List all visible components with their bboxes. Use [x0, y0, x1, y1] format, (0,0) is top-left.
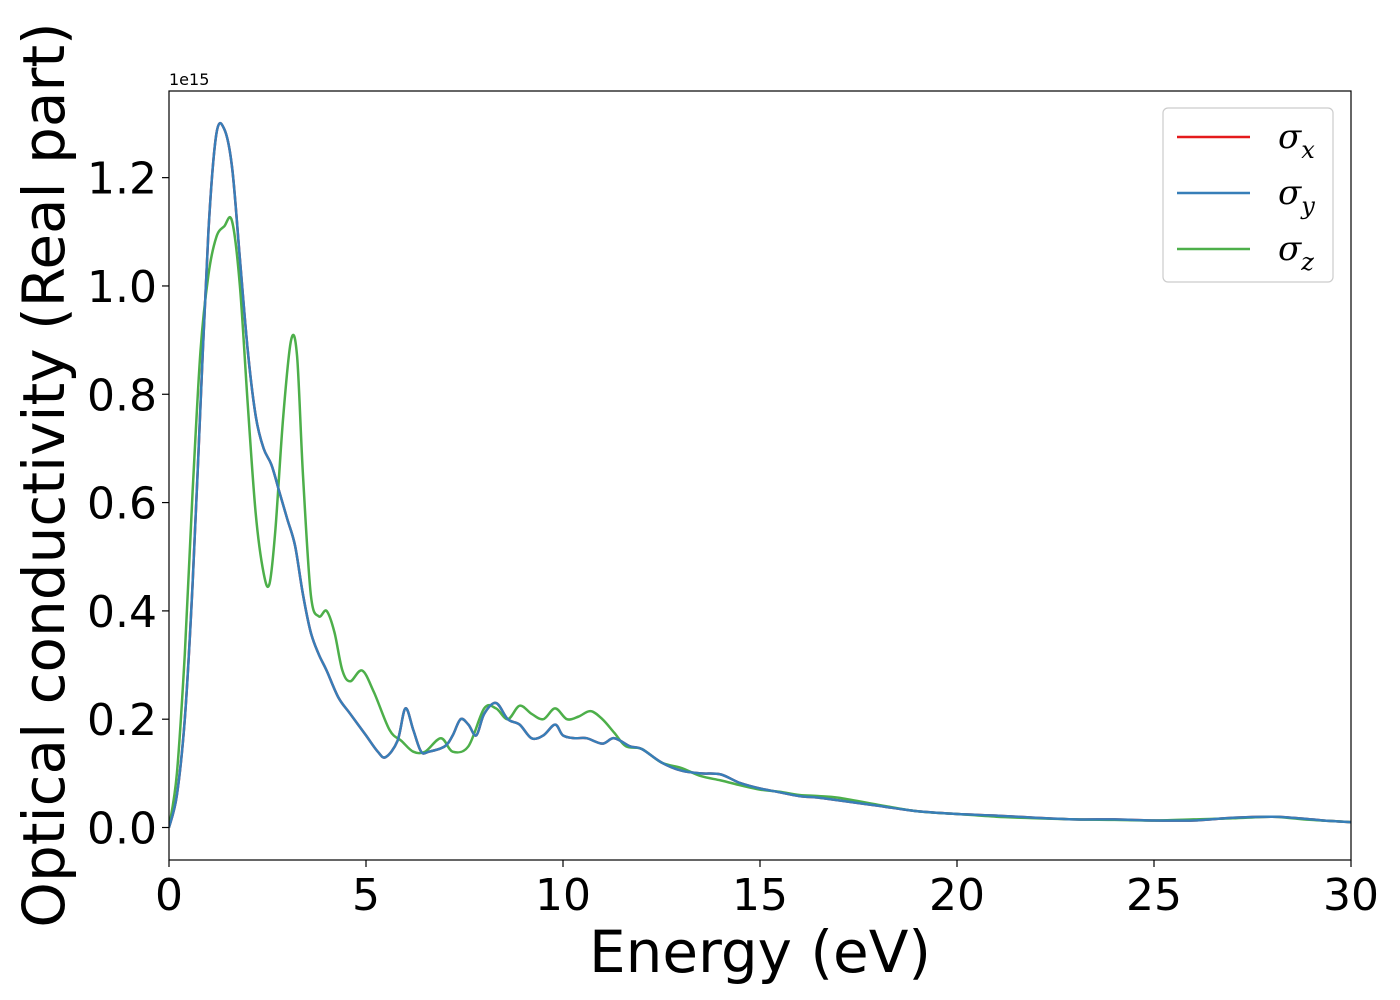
- series-line-y: [169, 121, 1351, 828]
- x-axis-title: Energy (eV): [589, 918, 931, 986]
- legend-label-z: σz: [1278, 229, 1314, 276]
- y-tick-label: 0.4: [87, 587, 157, 638]
- y-tick-label: 0.8: [87, 370, 157, 421]
- legend: σx σy σz: [1162, 107, 1334, 283]
- x-tick-label: 25: [1126, 870, 1182, 921]
- x-tick-label: 10: [535, 870, 591, 921]
- legend-label-x: σx: [1278, 117, 1315, 164]
- x-tick-label: 20: [929, 870, 985, 921]
- y-offset-label: 1e15: [169, 70, 209, 89]
- y-axis-title: Optical conductivity (Real part): [10, 22, 78, 927]
- y-tick-label: 0.6: [87, 479, 157, 530]
- y-tick-label: 0.2: [87, 695, 157, 746]
- y-tick-label: 0.0: [87, 804, 157, 855]
- x-axis-ticks: 0 5 10 15 20 25 30: [155, 860, 1379, 921]
- x-tick-label: 30: [1323, 870, 1379, 921]
- legend-label-y: σy: [1278, 173, 1315, 220]
- x-tick-label: 5: [352, 870, 380, 921]
- y-tick-label: 1.2: [87, 154, 157, 205]
- y-tick-label: 1.0: [87, 262, 157, 313]
- series-layer: [169, 121, 1351, 828]
- x-tick-label: 15: [732, 870, 788, 921]
- x-tick-label: 0: [155, 870, 183, 921]
- y-axis-ticks: 0.0 0.2 0.4 0.6 0.8 1.0 1.2: [87, 154, 169, 855]
- legend-frame: [1162, 107, 1334, 283]
- series-line-z: [169, 215, 1351, 828]
